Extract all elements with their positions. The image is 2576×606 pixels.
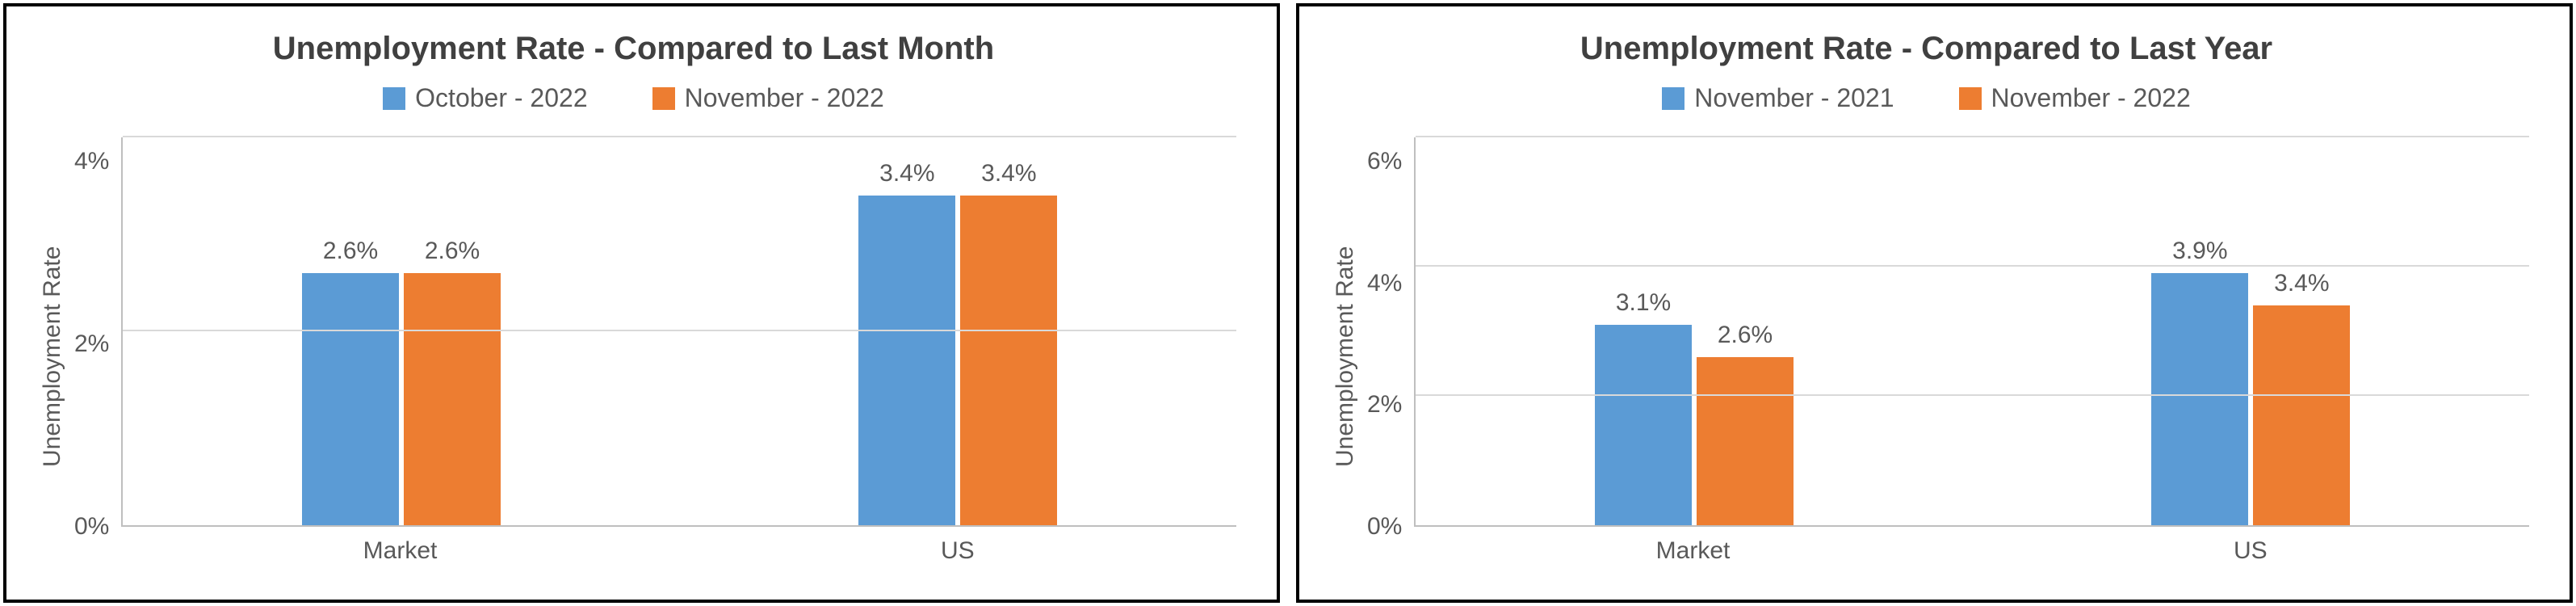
bar: 3.9% xyxy=(2151,273,2248,525)
y-tick-label: 4% xyxy=(74,149,109,174)
chart-panel-year: Unemployment Rate - Compared to Last Yea… xyxy=(1296,3,2573,603)
bar-group: 3.4%3.4% xyxy=(680,137,1236,525)
y-tick-label: 2% xyxy=(1367,393,1402,417)
legend-swatch-icon xyxy=(1959,87,1982,110)
chart-body: Unemployment Rate 6%4%2%0% 3.1%2.6%3.9%3… xyxy=(1324,137,2529,575)
gridline xyxy=(123,136,1236,137)
x-tick-label: Market xyxy=(121,537,678,565)
bar-group: 3.1%2.6% xyxy=(1416,137,1972,525)
y-axis: 6% 4% 2% 0% xyxy=(1367,137,1414,575)
legend-item: November - 2022 xyxy=(1959,83,2191,113)
gridline xyxy=(1416,136,2529,137)
y-tick-label: 0% xyxy=(74,515,109,539)
legend-swatch-icon xyxy=(383,87,405,110)
bar: 2.6% xyxy=(302,273,399,525)
legend-label: October - 2022 xyxy=(415,83,587,113)
y-tick-label: 6% xyxy=(1367,149,1402,174)
bar: 3.4% xyxy=(2253,305,2350,525)
legend-item: October - 2022 xyxy=(383,83,587,113)
gridline xyxy=(1416,265,2529,267)
plot-area: 2.6%2.6%3.4%3.4% xyxy=(121,137,1236,527)
legend-label: November - 2022 xyxy=(685,83,884,113)
data-label: 3.4% xyxy=(981,160,1036,196)
y-axis: 4% 2% 0% xyxy=(74,137,121,575)
bar-groups: 3.1%2.6%3.9%3.4% xyxy=(1416,137,2529,525)
legend-item: November - 2022 xyxy=(652,83,884,113)
bar-group: 3.9%3.4% xyxy=(1973,137,2529,525)
bar: 3.4% xyxy=(858,196,955,525)
chart-legend: November - 2021 November - 2022 xyxy=(1324,83,2529,113)
plot-area: 3.1%2.6%3.9%3.4% xyxy=(1414,137,2529,527)
legend-label: November - 2022 xyxy=(1991,83,2191,113)
bar: 2.6% xyxy=(404,273,501,525)
data-label: 2.6% xyxy=(425,238,480,273)
x-axis-labels: MarketUS xyxy=(1414,527,2529,575)
x-axis-labels: MarketUS xyxy=(121,527,1236,575)
data-label: 3.4% xyxy=(879,160,934,196)
chart-title: Unemployment Rate - Compared to Last Yea… xyxy=(1324,31,2529,67)
legend-swatch-icon xyxy=(652,87,675,110)
chart-legend: October - 2022 November - 2022 xyxy=(31,83,1236,113)
chart-body: Unemployment Rate 4%2%0% 2.6%2.6%3.4%3.4… xyxy=(31,137,1236,575)
data-label: 2.6% xyxy=(323,238,378,273)
x-tick-label: US xyxy=(1972,537,2529,565)
gridline xyxy=(123,330,1236,331)
plot-wrap: 3.1%2.6%3.9%3.4% MarketUS xyxy=(1414,137,2529,575)
bar-groups: 2.6%2.6%3.4%3.4% xyxy=(123,137,1236,525)
legend-label: November - 2021 xyxy=(1694,83,1894,113)
y-tick-label: 4% xyxy=(1367,271,1402,296)
chart-panel-month: Unemployment Rate - Compared to Last Mon… xyxy=(3,3,1280,603)
data-label: 2.6% xyxy=(1718,322,1773,357)
y-tick-label: 2% xyxy=(74,332,109,356)
data-label: 3.1% xyxy=(1616,289,1671,325)
chart-title: Unemployment Rate - Compared to Last Mon… xyxy=(31,31,1236,67)
legend-swatch-icon xyxy=(1662,87,1684,110)
plot-wrap: 2.6%2.6%3.4%3.4% MarketUS xyxy=(121,137,1236,575)
y-axis-title: Unemployment Rate xyxy=(1324,137,1367,575)
data-label: 3.9% xyxy=(2172,238,2227,273)
y-tick-label: 0% xyxy=(1367,515,1402,539)
bar: 3.4% xyxy=(960,196,1057,525)
y-axis-title: Unemployment Rate xyxy=(31,137,74,575)
bar: 3.1% xyxy=(1595,325,1692,525)
x-tick-label: Market xyxy=(1414,537,1971,565)
gridline xyxy=(1416,394,2529,396)
bar-group: 2.6%2.6% xyxy=(123,137,679,525)
data-label: 3.4% xyxy=(2274,270,2329,305)
legend-item: November - 2021 xyxy=(1662,83,1894,113)
bar: 2.6% xyxy=(1697,357,1794,525)
x-tick-label: US xyxy=(679,537,1236,565)
